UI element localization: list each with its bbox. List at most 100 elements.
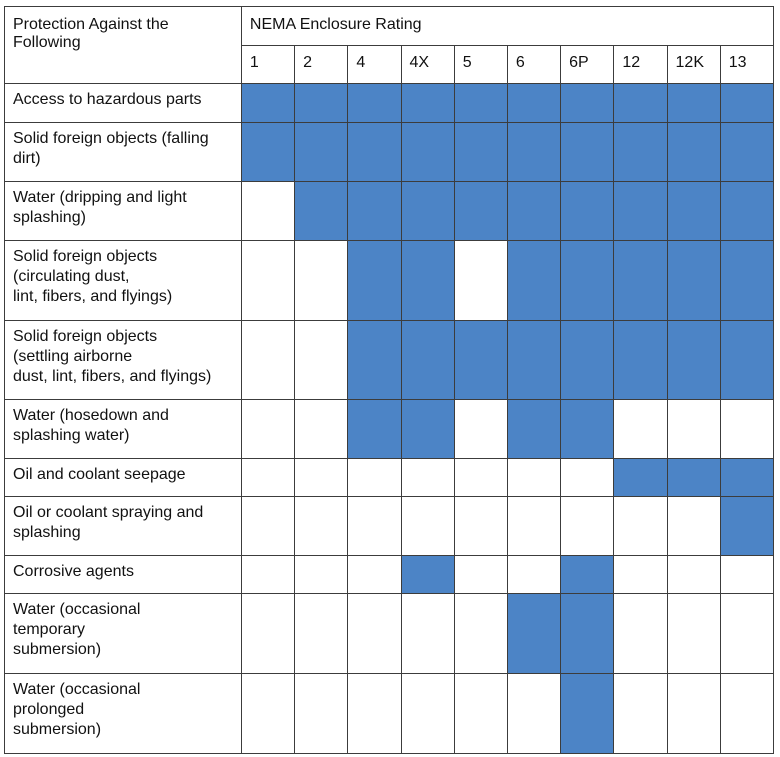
protected-cell — [347, 122, 402, 182]
protected-cell — [560, 673, 615, 754]
protected-cell — [613, 320, 668, 400]
unprotected-cell — [240, 320, 296, 400]
protection-label: Water (occasional temporary submersion) — [4, 593, 242, 674]
protected-cell — [506, 320, 562, 400]
protected-cell — [613, 181, 668, 241]
protected-cell — [719, 240, 775, 321]
protected-cell — [400, 399, 455, 459]
table-row: Water (dripping and light splashing) — [4, 181, 775, 241]
protected-cell — [240, 122, 296, 182]
unprotected-cell — [294, 240, 349, 321]
unprotected-cell — [719, 555, 775, 594]
unprotected-cell — [294, 458, 349, 497]
rating-header-1: 1 — [240, 45, 296, 84]
unprotected-cell — [560, 458, 615, 497]
unprotected-cell — [294, 593, 349, 674]
protected-cell — [560, 122, 615, 182]
protected-cell — [347, 320, 402, 400]
protected-cell — [400, 555, 455, 594]
unprotected-cell — [613, 673, 668, 754]
table-header: Protection Against the Following NEMA En… — [4, 6, 775, 84]
unprotected-cell — [347, 458, 402, 497]
protected-cell — [666, 83, 721, 123]
protected-cell — [613, 83, 668, 123]
protected-cell — [400, 122, 455, 182]
unprotected-cell — [347, 673, 402, 754]
protected-cell — [400, 181, 455, 241]
unprotected-cell — [240, 399, 296, 459]
unprotected-cell — [719, 593, 775, 674]
table-row: Corrosive agents — [4, 555, 775, 594]
protected-cell — [294, 122, 349, 182]
protected-cell — [347, 83, 402, 123]
unprotected-cell — [400, 496, 455, 556]
rating-header-13: 13 — [719, 45, 775, 84]
unprotected-cell — [453, 673, 508, 754]
rating-header-4x: 4X — [400, 45, 455, 84]
rating-header-12: 12 — [613, 45, 668, 84]
unprotected-cell — [719, 399, 775, 459]
protected-cell — [719, 458, 775, 497]
table-row: Access to hazardous parts — [4, 83, 775, 123]
unprotected-cell — [294, 496, 349, 556]
unprotected-cell — [453, 240, 508, 321]
unprotected-cell — [613, 399, 668, 459]
unprotected-cell — [506, 496, 562, 556]
protection-label: Water (hosedown and splashing water) — [4, 399, 242, 459]
unprotected-cell — [294, 399, 349, 459]
protection-label: Water (dripping and light splashing) — [4, 181, 242, 241]
protected-cell — [560, 240, 615, 321]
unprotected-cell — [294, 555, 349, 594]
rating-header-6: 6 — [506, 45, 562, 84]
unprotected-cell — [613, 593, 668, 674]
table-row: Water (hosedown and splashing water) — [4, 399, 775, 459]
unprotected-cell — [506, 673, 562, 754]
protected-cell — [347, 181, 402, 241]
protected-cell — [294, 83, 349, 123]
protection-label: Solid foreign objects (falling dirt) — [4, 122, 242, 182]
unprotected-cell — [453, 458, 508, 497]
protected-cell — [240, 83, 296, 123]
protected-cell — [666, 240, 721, 321]
unprotected-cell — [453, 399, 508, 459]
protection-label: Corrosive agents — [4, 555, 242, 594]
protected-cell — [400, 240, 455, 321]
protected-cell — [719, 83, 775, 123]
protected-cell — [506, 240, 562, 321]
unprotected-cell — [506, 555, 562, 594]
table-row: Oil and coolant seepage — [4, 458, 775, 497]
protected-cell — [453, 181, 508, 241]
rating-header-4: 4 — [347, 45, 402, 84]
unprotected-cell — [240, 240, 296, 321]
protection-label: Oil or coolant spraying and splashing — [4, 496, 242, 556]
table-row: Solid foreign objects (falling dirt) — [4, 122, 775, 182]
unprotected-cell — [666, 593, 721, 674]
protected-cell — [719, 181, 775, 241]
unprotected-cell — [240, 181, 296, 241]
unprotected-cell — [240, 496, 296, 556]
unprotected-cell — [347, 555, 402, 594]
protected-cell — [613, 240, 668, 321]
protected-cell — [560, 320, 615, 400]
unprotected-cell — [240, 593, 296, 674]
protected-cell — [560, 181, 615, 241]
protected-cell — [506, 181, 562, 241]
unprotected-cell — [400, 673, 455, 754]
protected-cell — [453, 83, 508, 123]
table-row: Oil or coolant spraying and splashing — [4, 496, 775, 556]
protected-cell — [400, 320, 455, 400]
protected-cell — [613, 458, 668, 497]
nema-rating-table: Protection Against the Following NEMA En… — [4, 6, 775, 754]
protected-cell — [666, 320, 721, 400]
protected-cell — [719, 122, 775, 182]
unprotected-cell — [240, 555, 296, 594]
unprotected-cell — [400, 458, 455, 497]
unprotected-cell — [347, 593, 402, 674]
unprotected-cell — [453, 555, 508, 594]
protected-cell — [453, 122, 508, 182]
unprotected-cell — [453, 496, 508, 556]
protected-cell — [347, 399, 402, 459]
table-row: Water (occasional prolonged submersion) — [4, 673, 775, 754]
protected-cell — [719, 320, 775, 400]
protected-cell — [666, 181, 721, 241]
